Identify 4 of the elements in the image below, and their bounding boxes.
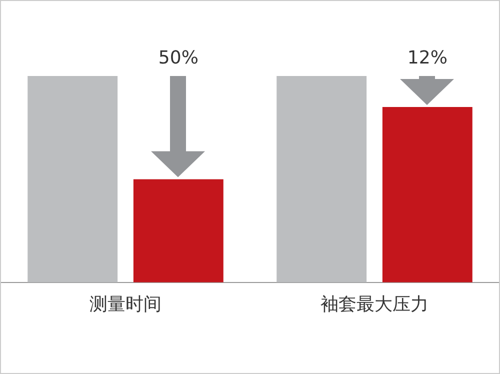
x-tick-label: 袖套最大压力 <box>320 294 428 315</box>
text: 50% <box>158 48 198 69</box>
text: 12% <box>407 48 448 69</box>
x-tick-label: 测量时间 <box>90 294 162 315</box>
